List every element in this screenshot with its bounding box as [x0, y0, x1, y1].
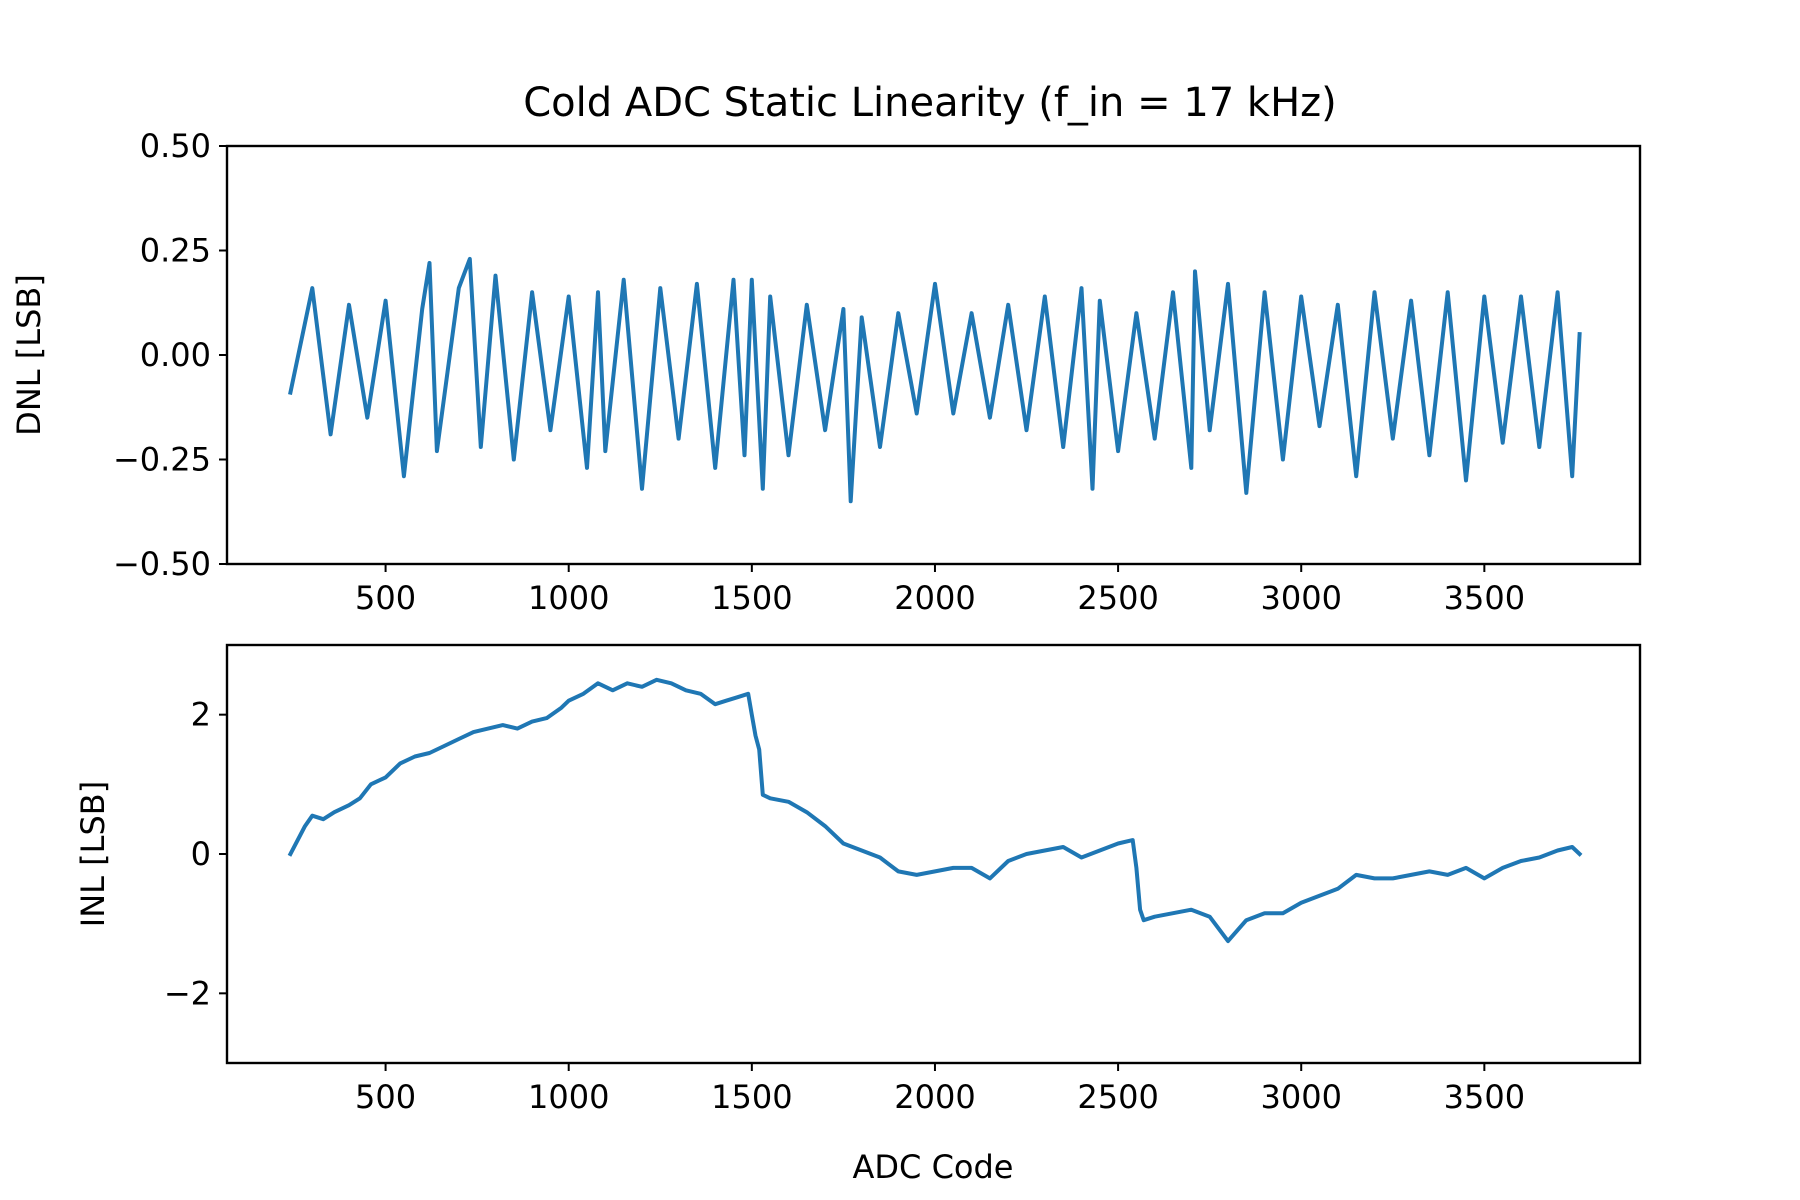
- inl-y-ticks: −2 0 2: [164, 696, 227, 1012]
- dnl-x-tick-label: 500: [355, 579, 416, 617]
- inl-series-layer: [287, 677, 1583, 944]
- inl-x-ticks: 500 1000 1500 2000 2500 3000 3500: [355, 1063, 1525, 1116]
- dnl-x-tick-label: 2500: [1077, 579, 1158, 617]
- dnl-subplot: 500 1000 1500 2000 2500 3000 3500 −0.50 −0.25 0.…: [10, 127, 1642, 617]
- dnl-y-tick-label: 0.00: [140, 336, 211, 374]
- inl-x-tick-label: 1000: [528, 1078, 609, 1116]
- dnl-y-tick-label: 0.25: [140, 232, 211, 270]
- dnl-y-axis-label: DNL [LSB]: [10, 274, 48, 436]
- inl-y-tick-label: −2: [164, 974, 211, 1012]
- inl-y-tick-label: 0: [191, 835, 211, 873]
- dnl-series-line: [288, 256, 1582, 504]
- inl-x-tick-label: 500: [355, 1078, 416, 1116]
- chart-title: Cold ADC Static Linearity (f_in = 17 kHz…: [523, 80, 1337, 126]
- inl-x-tick-label: 2000: [894, 1078, 975, 1116]
- inl-x-tick-label: 3500: [1444, 1078, 1525, 1116]
- inl-y-axis-label: INL [LSB]: [74, 781, 112, 927]
- inl-subplot: 500 1000 1500 2000 2500 3000 3500 −2 0 2 INL [LS…: [74, 643, 1642, 1186]
- dnl-x-tick-label: 1500: [711, 579, 792, 617]
- inl-x-tick-label: 2500: [1077, 1078, 1158, 1116]
- dnl-y-tick-label: 0.50: [140, 127, 211, 165]
- dnl-axes-frame: [225, 144, 1642, 566]
- dnl-x-tick-label: 3000: [1260, 579, 1341, 617]
- inl-x-tick-label: 3000: [1260, 1078, 1341, 1116]
- inl-series-line: [287, 677, 1583, 944]
- inl-y-tick-label: 2: [191, 696, 211, 734]
- inl-axes-frame: [225, 643, 1642, 1065]
- inl-x-tick-label: 1500: [711, 1078, 792, 1116]
- dnl-x-tick-label: 2000: [894, 579, 975, 617]
- inl-x-axis-label: ADC Code: [853, 1148, 1014, 1186]
- dnl-y-ticks: −0.50 −0.25 0.00 0.25 0.50: [113, 127, 227, 583]
- dnl-series-layer: [288, 256, 1582, 504]
- dnl-y-tick-label: −0.25: [113, 441, 211, 479]
- dnl-y-tick-label: −0.50: [113, 545, 211, 583]
- dnl-x-tick-label: 1000: [528, 579, 609, 617]
- dnl-x-ticks: 500 1000 1500 2000 2500 3000 3500: [355, 564, 1525, 617]
- dnl-x-tick-label: 3500: [1444, 579, 1525, 617]
